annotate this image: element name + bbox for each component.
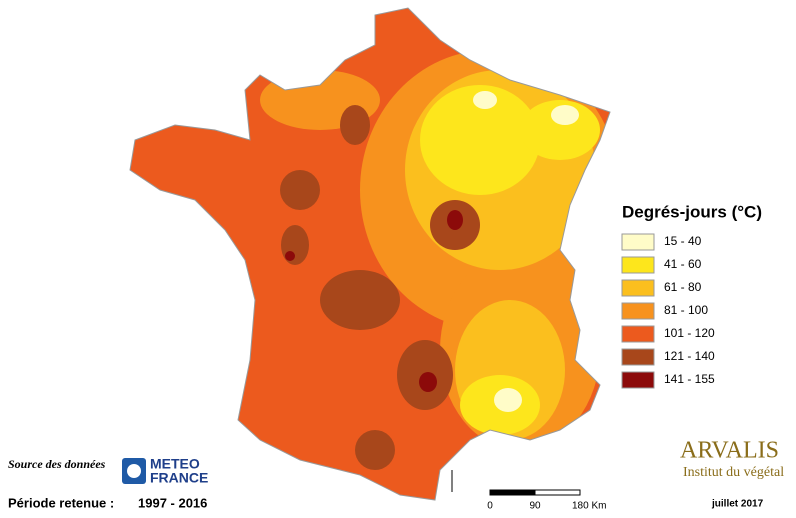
scale-segment (534, 489, 581, 496)
scale-label: 0 (487, 501, 493, 512)
map-zone (280, 170, 320, 210)
legend-label: 61 - 80 (664, 280, 702, 294)
scale-bar: 0 90 180 Km (487, 489, 606, 512)
brand-subtitle: Institut du végétal (683, 465, 784, 480)
map-zone (281, 225, 309, 265)
legend-swatch (621, 256, 655, 274)
map-zone (473, 91, 497, 109)
map-zone (419, 372, 437, 392)
legend-label: 81 - 100 (664, 303, 708, 317)
map-zone (494, 388, 522, 412)
date: juillet 2017 (711, 499, 764, 510)
map-zone (340, 105, 370, 145)
scale-label: 180 Km (572, 501, 606, 512)
source-label: Source des données (8, 457, 106, 471)
legend-swatch (621, 325, 655, 343)
period-label: Période retenue : (8, 495, 114, 510)
legend-swatch (621, 279, 655, 297)
legend: 15 - 40 41 - 60 61 - 80 81 - 100 101 - 120 12… (621, 233, 715, 389)
scale-segment (489, 489, 536, 496)
legend-label: 15 - 40 (664, 234, 702, 248)
legend-swatch (621, 302, 655, 320)
legend-label: 101 - 120 (664, 326, 715, 340)
map-zone (551, 105, 579, 125)
map-zone (447, 210, 463, 230)
legend-swatch (621, 348, 655, 366)
meteo-logo: METEO FRANCE (122, 456, 208, 486)
legend-label: 41 - 60 (664, 257, 702, 271)
map-zone (355, 430, 395, 470)
logo-text: FRANCE (150, 470, 208, 486)
scale-label: 90 (529, 501, 541, 512)
logo-text: METEO (150, 456, 200, 472)
legend-label: 121 - 140 (664, 349, 715, 363)
period-value: 1997 - 2016 (138, 495, 207, 510)
legend-swatch (621, 233, 655, 251)
logo-icon (127, 464, 141, 478)
map-zone (420, 85, 540, 195)
legend-title: Degrés-jours (°C) (622, 202, 762, 221)
legend-label: 141 - 155 (664, 372, 715, 386)
map-zone (520, 100, 600, 160)
brand-name: ARVALIS (680, 438, 779, 464)
france-map (130, 8, 610, 500)
legend-swatch (621, 371, 655, 389)
map-zone (320, 270, 400, 330)
map-zone (285, 251, 295, 261)
